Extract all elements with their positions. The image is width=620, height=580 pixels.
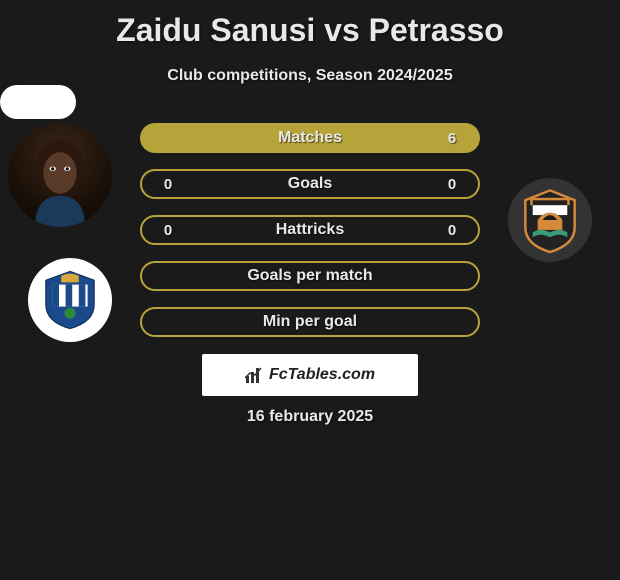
player-headshot-icon [8, 123, 112, 227]
player1-avatar [8, 123, 112, 227]
bar-chart-icon [245, 366, 265, 384]
stats-table: Matches 6 0 Goals 0 0 Hattricks 0 Goals … [140, 123, 480, 353]
stat-row-goals-per-match: Goals per match [140, 261, 480, 291]
stat-row-hattricks: 0 Hattricks 0 [140, 215, 480, 245]
stat-label: Goals [142, 175, 478, 193]
player1-club-crest [28, 258, 112, 342]
date-label: 16 february 2025 [0, 408, 620, 426]
player2-club-crest [508, 178, 592, 262]
stat-label: Matches [142, 129, 478, 147]
stat-row-goals: 0 Goals 0 [140, 169, 480, 199]
page-title: Zaidu Sanusi vs Petrasso [0, 0, 620, 49]
stat-row-min-per-goal: Min per goal [140, 307, 480, 337]
rio-ave-crest-icon [513, 183, 587, 257]
fc-porto-crest-icon [37, 267, 103, 333]
page-subtitle: Club competitions, Season 2024/2025 [0, 67, 620, 85]
stat-label: Goals per match [142, 267, 478, 285]
stat-label: Hattricks [142, 221, 478, 239]
player2-avatar [0, 85, 76, 119]
brand-watermark: FcTables.com [202, 354, 418, 396]
stat-label: Min per goal [142, 313, 478, 331]
stat-row-matches: Matches 6 [140, 123, 480, 153]
brand-text: FcTables.com [269, 366, 375, 384]
